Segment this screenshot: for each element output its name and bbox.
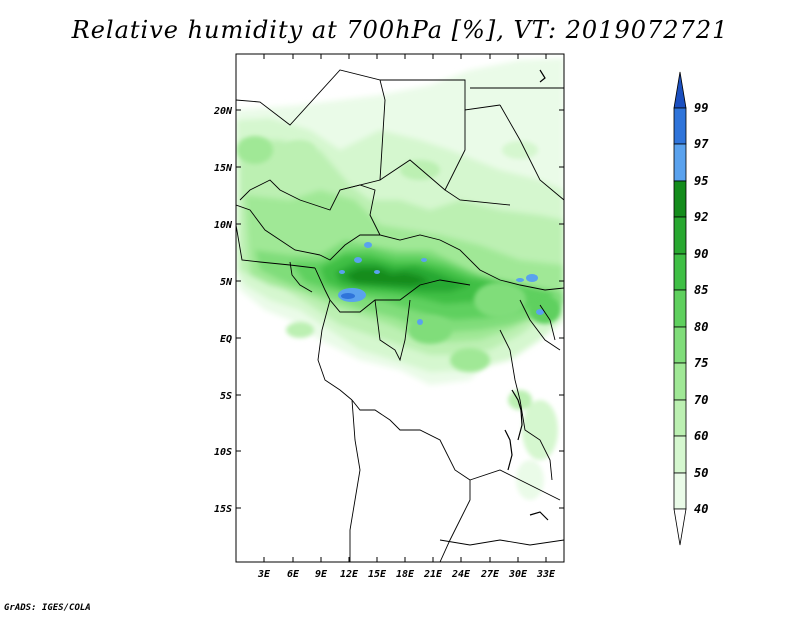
lat-axis	[236, 109, 564, 509]
colorbar-label: 99	[694, 101, 708, 115]
colorbar	[673, 71, 687, 546]
country-borders	[236, 69, 564, 562]
colorbar-label: 70	[694, 393, 708, 407]
colorbar-label: 95	[694, 174, 708, 188]
colorbar-label: 40	[694, 502, 708, 516]
lon-label: 18E	[396, 569, 415, 580]
grads-credit: GrADS: IGES/COLA	[4, 603, 91, 613]
lat-label: 20N	[213, 106, 233, 117]
lat-label: 5N	[220, 277, 233, 288]
lat-label: EQ	[220, 334, 232, 345]
lon-label: 24E	[451, 569, 471, 580]
colorbar-label: 60	[694, 429, 708, 443]
lat-label: 5S	[220, 391, 232, 402]
colorbar-label: 92	[694, 210, 708, 224]
lat-label: 15S	[214, 504, 232, 515]
lon-label: 21E	[423, 569, 443, 580]
colorbar-arrow-bottom	[673, 508, 687, 546]
map-title: Relative humidity at 700hPa [%], VT: 201…	[71, 16, 729, 44]
lon-label: 6E	[287, 569, 300, 580]
lon-label: 15E	[368, 569, 387, 580]
high-humidity-patches	[338, 242, 544, 325]
lon-label: 12E	[340, 569, 359, 580]
lon-axis	[263, 54, 547, 562]
colorbar-label: 50	[694, 466, 708, 480]
lon-label: 9E	[315, 569, 328, 580]
colorbar-label: 90	[694, 247, 708, 261]
map-frame	[235, 53, 565, 563]
lon-label: 27E	[480, 569, 500, 580]
colorbar-arrow-top	[673, 71, 687, 109]
colorbar-label: 80	[694, 320, 708, 334]
lon-label: 30E	[508, 569, 528, 580]
lakes	[504, 69, 549, 521]
colorbar-label: 85	[694, 283, 708, 297]
lat-label: 15N	[214, 163, 233, 174]
lat-label: 10S	[214, 447, 232, 458]
humidity-field	[236, 54, 564, 562]
colorbar-label: 75	[694, 356, 708, 370]
lon-label: 3E	[257, 569, 271, 580]
lon-label: 33E	[536, 569, 556, 580]
lat-label: 10N	[214, 220, 233, 231]
colorbar-label: 97	[694, 137, 709, 151]
